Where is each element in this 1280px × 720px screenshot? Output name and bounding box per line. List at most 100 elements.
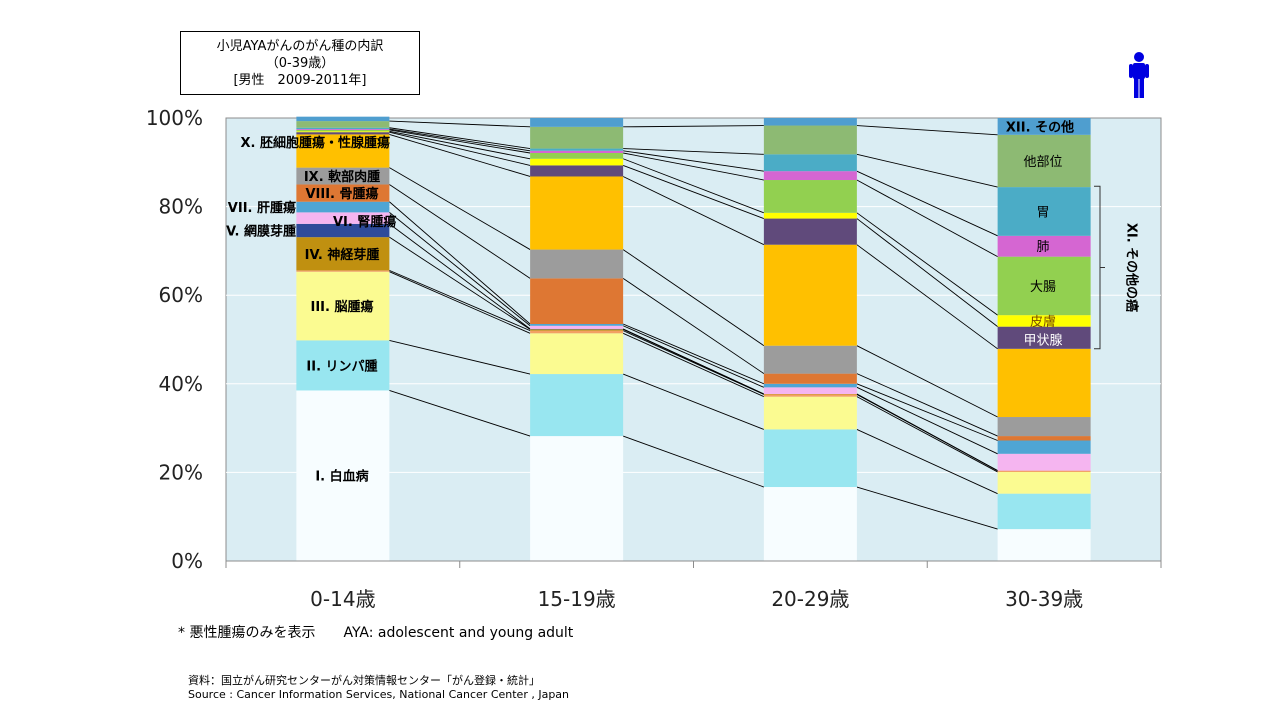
bar-segment: [763, 387, 857, 394]
connector-line: [622, 332, 765, 398]
bar-segment: [296, 340, 390, 391]
title-line-3: [男性 2009-2011年]: [233, 72, 367, 88]
bar-segment: [296, 237, 390, 271]
x-tick-label: 30-39歳: [1005, 587, 1083, 611]
connector-line: [389, 212, 531, 327]
source-japanese: 資料：国立がん研究センターがん対策情報センター「がん登録・統計」: [188, 674, 540, 687]
bar-segment: [763, 345, 857, 374]
connector-line: [622, 164, 765, 219]
connector-line: [856, 153, 998, 188]
segment-label: 肺: [1036, 240, 1049, 255]
chart-title-box: 小児AYAがんのがん種の内訳 （0-39歳） [男性 2009-2011年]: [180, 31, 420, 95]
bar-segment: [530, 323, 624, 326]
bar-segment: [530, 176, 624, 250]
bar-segment: [530, 329, 624, 331]
bar-segment: [763, 373, 857, 384]
bracket-line: [1094, 185, 1105, 350]
connector-line: [389, 269, 531, 332]
segment-label: IX. 軟部肉腫: [304, 169, 380, 185]
bar-segment: [296, 134, 390, 168]
connector-line: [856, 396, 998, 473]
bar-segment: [530, 165, 624, 177]
bar-segment: [997, 134, 1091, 188]
segment-label: 皮膚: [1030, 314, 1056, 330]
connector-line: [389, 130, 531, 160]
bar-segment: [530, 249, 624, 279]
bar-segment: [997, 187, 1091, 236]
segment-label: II. リンパ腫: [306, 358, 377, 374]
connector-line: [856, 373, 998, 437]
connector-line: [856, 218, 998, 328]
connector-line: [856, 170, 998, 237]
connector-line: [389, 223, 531, 330]
connector-line: [389, 127, 531, 150]
connector-line: [389, 133, 531, 177]
connector-line: [389, 120, 531, 128]
bar-segment: [530, 118, 624, 127]
segment-label: 甲状腺: [1023, 334, 1062, 349]
connector-line: [389, 131, 531, 166]
connector-line: [389, 167, 531, 250]
bar-segment: [530, 333, 624, 375]
bar-segment: [296, 116, 390, 122]
bar-segment: [997, 470, 1091, 472]
bar-segment: [530, 126, 624, 149]
y-tick-label: 40%: [159, 372, 203, 396]
bar-segment: [997, 417, 1091, 437]
person-male-icon: [1129, 52, 1149, 98]
bar-segment: [997, 256, 1091, 316]
segment-label: III. 脳腫瘍: [311, 299, 374, 315]
segment-label: XII. その他: [1006, 119, 1074, 135]
connector-line: [622, 435, 765, 488]
connector-line: [622, 158, 765, 214]
bar-segment: [763, 396, 857, 430]
y-tick-label: 20%: [159, 460, 203, 484]
connector-line: [622, 277, 765, 374]
connector-line: [622, 176, 765, 246]
bar-segment: [763, 429, 857, 488]
bar-segment: [997, 118, 1091, 135]
y-tick-label: 80%: [159, 195, 203, 219]
connector-line: [856, 345, 998, 418]
bar-segment: [763, 154, 857, 172]
bar-segment: [530, 436, 624, 561]
connector-line: [389, 271, 531, 334]
bar-segment: [997, 326, 1091, 349]
bar-segment: [296, 390, 390, 561]
bar-segment: [530, 278, 624, 324]
bar-segment: [997, 436, 1091, 441]
title-line-1: 小児AYAがんのがん種の内訳: [216, 38, 384, 54]
bar-segment: [296, 129, 390, 130]
connector-line: [856, 486, 998, 530]
bar-segment: [530, 330, 624, 334]
bar-segment: [763, 125, 857, 155]
bar-segment: [763, 383, 857, 388]
connector-line: [389, 184, 531, 279]
connector-line: [389, 339, 531, 375]
bar-segment: [997, 440, 1091, 454]
bar-segment: [530, 152, 624, 159]
footnote: * 悪性腫瘍のみを表示 AYA: adolescent and young ad…: [178, 625, 574, 641]
segment-label: I. 白血病: [315, 469, 368, 485]
bar-segment: [763, 487, 857, 561]
bar-segment: [997, 471, 1091, 494]
bar-segment: [763, 212, 857, 219]
connector-line: [856, 244, 998, 350]
connector-line: [856, 383, 998, 441]
bar-segment: [997, 235, 1091, 257]
connector-line: [622, 328, 765, 395]
bar-segment: [763, 180, 857, 213]
connector-line: [389, 201, 531, 325]
bar-segment: [296, 167, 390, 185]
connector-line: [622, 249, 765, 347]
bar-segment: [530, 148, 624, 151]
bar-segment: [530, 150, 624, 153]
connector-line: [622, 325, 765, 388]
bar-segment: [997, 529, 1091, 561]
bar-segment: [296, 184, 390, 202]
connector-line: [856, 386, 998, 455]
connector-line: [389, 390, 531, 437]
bar-segment: [296, 212, 390, 224]
connector-line: [856, 179, 998, 258]
